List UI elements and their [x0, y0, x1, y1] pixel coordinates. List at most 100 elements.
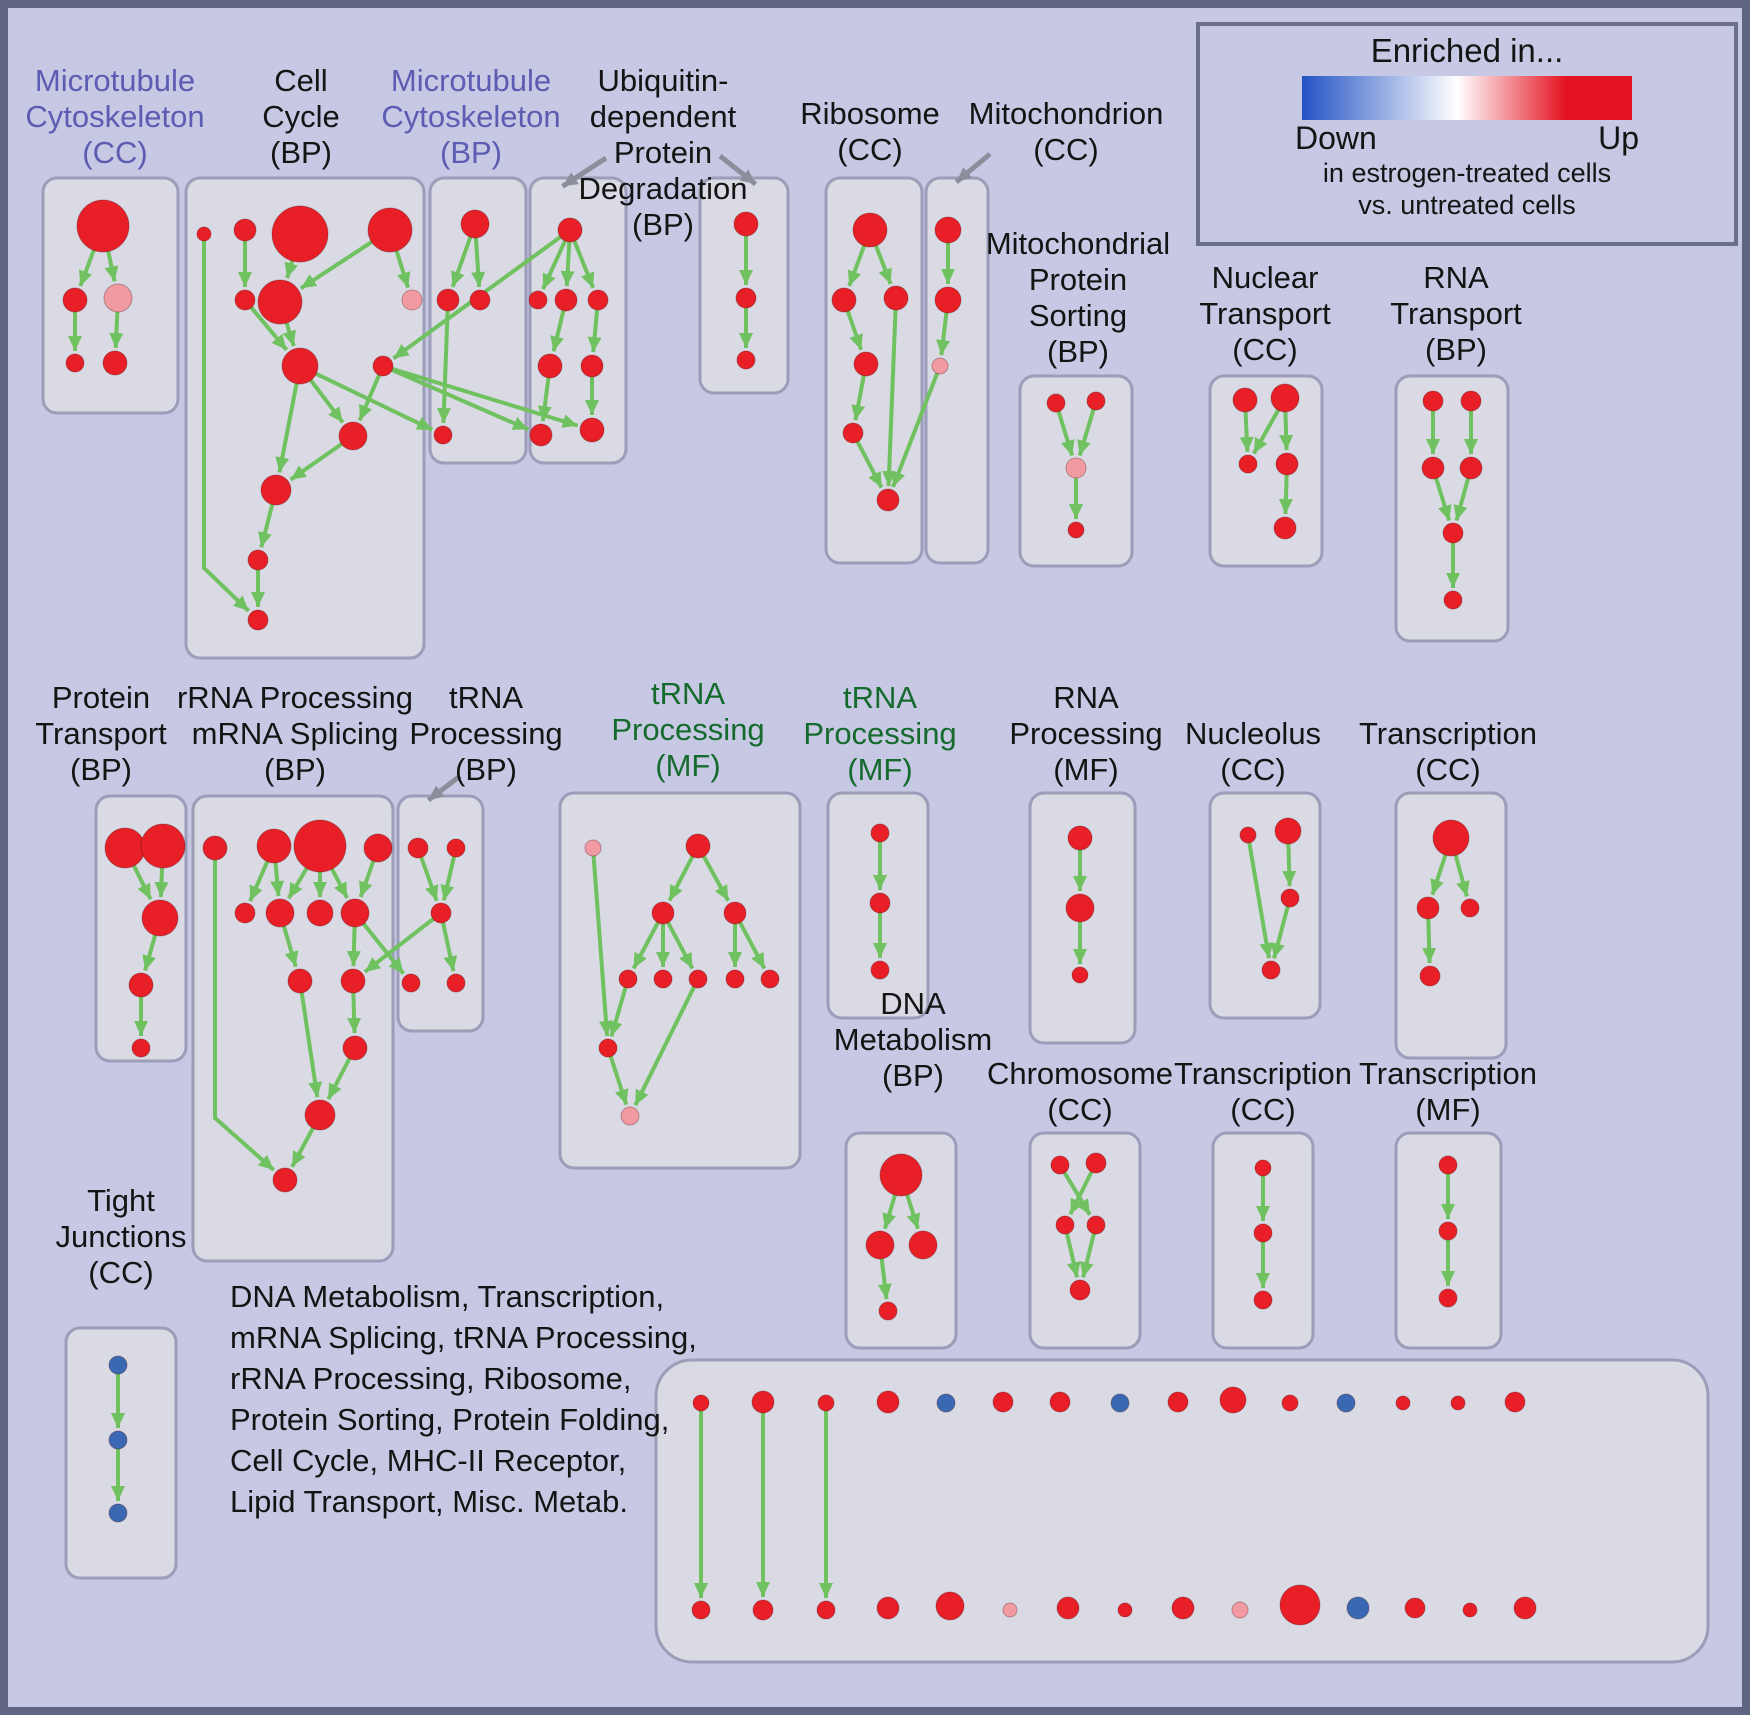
go-term-node[interactable] — [256, 828, 292, 864]
go-term-node[interactable] — [878, 1301, 898, 1321]
go-term-node[interactable] — [233, 218, 257, 242]
go-term-node[interactable] — [1086, 1215, 1106, 1235]
go-term-node[interactable] — [260, 474, 292, 506]
go-term-node[interactable] — [433, 425, 453, 445]
go-term-node[interactable] — [751, 1390, 775, 1414]
go-term-node[interactable] — [1395, 1395, 1411, 1411]
go-term-node[interactable] — [102, 350, 128, 376]
go-term-node[interactable] — [760, 969, 780, 989]
go-term-node[interactable] — [1067, 825, 1093, 851]
go-term-node[interactable] — [140, 823, 186, 869]
go-term-node[interactable] — [65, 353, 85, 373]
go-term-node[interactable] — [1254, 1159, 1272, 1177]
go-term-node[interactable] — [1167, 1391, 1189, 1413]
go-term-node[interactable] — [1065, 893, 1095, 923]
go-term-node[interactable] — [870, 823, 890, 843]
go-term-node[interactable] — [271, 205, 329, 263]
go-term-node[interactable] — [853, 351, 879, 377]
go-term-node[interactable] — [342, 1035, 368, 1061]
go-term-node[interactable] — [587, 289, 609, 311]
go-term-node[interactable] — [1460, 390, 1482, 412]
go-term-node[interactable] — [752, 1599, 774, 1621]
go-term-node[interactable] — [281, 347, 319, 385]
go-term-node[interactable] — [831, 287, 857, 313]
go-term-node[interactable] — [934, 216, 962, 244]
go-term-node[interactable] — [234, 289, 256, 311]
go-term-node[interactable] — [1056, 1596, 1080, 1620]
go-term-node[interactable] — [306, 899, 334, 927]
go-term-node[interactable] — [131, 1038, 151, 1058]
go-term-node[interactable] — [202, 835, 228, 861]
go-term-node[interactable] — [579, 417, 605, 443]
go-term-node[interactable] — [1279, 1584, 1321, 1626]
go-term-node[interactable] — [446, 973, 466, 993]
go-term-node[interactable] — [1171, 1596, 1195, 1620]
go-term-node[interactable] — [1422, 390, 1444, 412]
go-term-node[interactable] — [1513, 1596, 1537, 1620]
go-term-node[interactable] — [1049, 1391, 1071, 1413]
go-term-node[interactable] — [401, 289, 423, 311]
go-term-node[interactable] — [1504, 1391, 1526, 1413]
go-term-node[interactable] — [584, 839, 602, 857]
go-term-node[interactable] — [685, 833, 711, 859]
go-term-node[interactable] — [1219, 1386, 1247, 1414]
go-term-node[interactable] — [128, 972, 154, 998]
go-term-node[interactable] — [557, 217, 583, 243]
go-term-node[interactable] — [1050, 1155, 1070, 1175]
go-term-node[interactable] — [293, 819, 347, 873]
go-term-node[interactable] — [653, 969, 673, 989]
go-term-node[interactable] — [1238, 454, 1258, 474]
go-term-node[interactable] — [935, 1591, 965, 1621]
go-term-node[interactable] — [338, 421, 368, 451]
go-term-node[interactable] — [1261, 960, 1281, 980]
go-term-node[interactable] — [469, 289, 491, 311]
go-term-node[interactable] — [196, 226, 212, 242]
go-term-node[interactable] — [103, 283, 133, 313]
go-term-node[interactable] — [554, 288, 578, 312]
go-term-node[interactable] — [460, 209, 490, 239]
go-term-node[interactable] — [852, 212, 888, 248]
go-term-node[interactable] — [363, 833, 393, 863]
go-term-node[interactable] — [817, 1394, 835, 1412]
go-term-node[interactable] — [529, 423, 553, 447]
go-term-node[interactable] — [1065, 457, 1087, 479]
go-term-node[interactable] — [1232, 387, 1258, 413]
go-term-node[interactable] — [1275, 452, 1299, 476]
go-term-node[interactable] — [1046, 393, 1066, 413]
go-term-node[interactable] — [108, 1355, 128, 1375]
go-term-node[interactable] — [879, 1153, 923, 1197]
go-term-node[interactable] — [598, 1038, 618, 1058]
go-term-node[interactable] — [1280, 888, 1300, 908]
go-term-node[interactable] — [340, 898, 370, 928]
go-term-node[interactable] — [691, 1600, 711, 1620]
go-term-node[interactable] — [816, 1600, 836, 1620]
go-term-node[interactable] — [401, 973, 421, 993]
go-term-node[interactable] — [908, 1230, 938, 1260]
go-term-node[interactable] — [1274, 817, 1302, 845]
go-term-node[interactable] — [272, 1167, 298, 1193]
go-term-node[interactable] — [1069, 1279, 1091, 1301]
go-term-node[interactable] — [407, 837, 429, 859]
go-term-node[interactable] — [936, 1393, 956, 1413]
go-term-node[interactable] — [865, 1230, 895, 1260]
go-term-node[interactable] — [1421, 456, 1445, 480]
go-term-node[interactable] — [247, 609, 269, 631]
go-term-node[interactable] — [108, 1503, 128, 1523]
go-term-node[interactable] — [1432, 819, 1470, 857]
go-term-node[interactable] — [141, 899, 179, 937]
go-term-node[interactable] — [304, 1099, 336, 1131]
go-term-node[interactable] — [446, 838, 466, 858]
go-term-node[interactable] — [340, 968, 366, 994]
go-term-node[interactable] — [257, 279, 303, 325]
go-term-node[interactable] — [692, 1394, 710, 1412]
go-term-node[interactable] — [1281, 1394, 1299, 1412]
go-term-node[interactable] — [430, 902, 452, 924]
go-term-node[interactable] — [1002, 1602, 1018, 1618]
go-term-node[interactable] — [842, 422, 864, 444]
go-term-node[interactable] — [992, 1391, 1014, 1413]
go-term-node[interactable] — [1110, 1393, 1130, 1413]
go-term-node[interactable] — [1253, 1290, 1273, 1310]
go-term-node[interactable] — [1443, 590, 1463, 610]
go-term-node[interactable] — [1438, 1155, 1458, 1175]
go-term-node[interactable] — [1462, 1602, 1478, 1618]
